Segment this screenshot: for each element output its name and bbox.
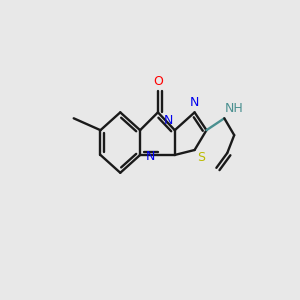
Text: N: N (146, 150, 155, 163)
Text: N: N (190, 96, 199, 110)
Text: N: N (164, 114, 173, 127)
Text: O: O (153, 75, 163, 88)
Text: S: S (198, 152, 206, 164)
Text: NH: NH (225, 102, 244, 115)
